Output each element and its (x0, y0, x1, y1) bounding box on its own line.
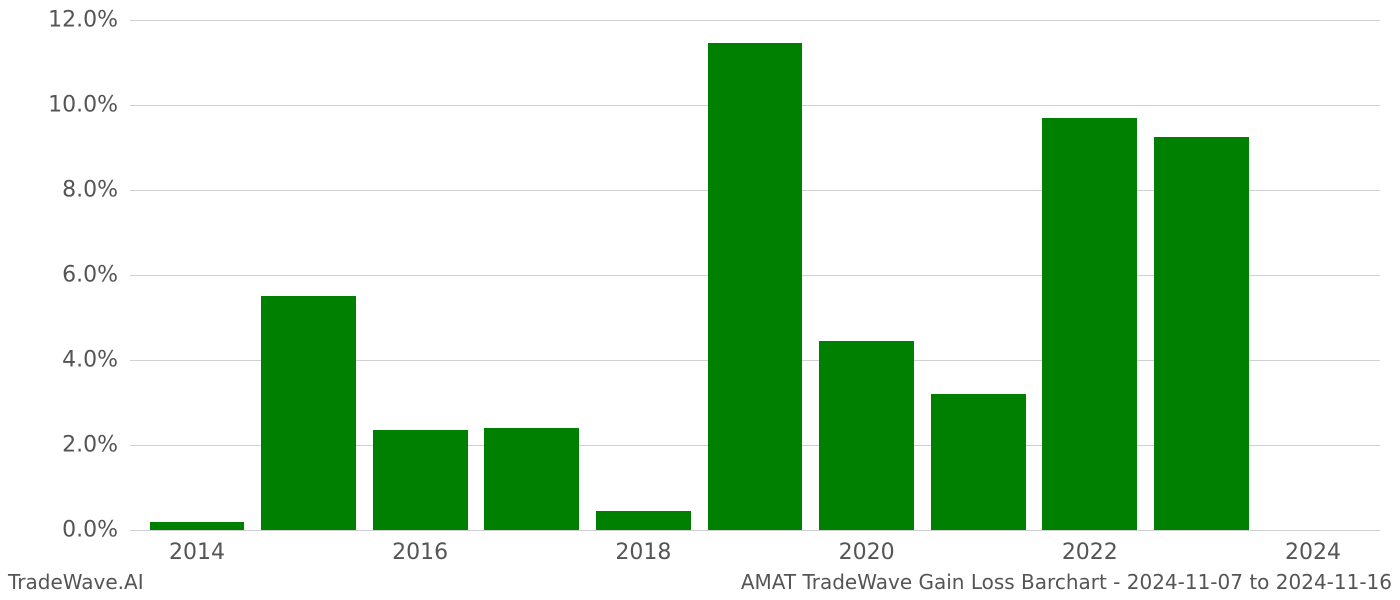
plot-area: 0.0%2.0%4.0%6.0%8.0%10.0%12.0%2014201620… (130, 20, 1380, 530)
bar (708, 43, 803, 530)
bar (1154, 137, 1249, 530)
xtick-label: 2024 (1285, 530, 1341, 565)
footer-right: AMAT TradeWave Gain Loss Barchart - 2024… (741, 570, 1392, 594)
bar (484, 428, 579, 530)
bar (373, 430, 468, 530)
bar (931, 394, 1026, 530)
chart-container: 0.0% 2.0% 4.0% 6.0% 8.0% 10.0% 12.0% 2014 2016 20… (0, 0, 1400, 600)
bar (819, 341, 914, 530)
ytick-label: 10.0% (48, 93, 130, 118)
bar (150, 522, 245, 531)
xtick-label: 2022 (1062, 530, 1118, 565)
xtick-label: 2016 (392, 530, 448, 565)
footer-left: TradeWave.AI (8, 570, 144, 594)
bar (596, 511, 691, 530)
ytick-label: 2.0% (62, 433, 130, 458)
ytick-label: 0.0% (62, 518, 130, 543)
xtick-label: 2014 (169, 530, 225, 565)
gridline (130, 530, 1380, 531)
xtick-label: 2020 (839, 530, 895, 565)
gridline (130, 20, 1380, 21)
ytick-label: 4.0% (62, 348, 130, 373)
xtick-label: 2018 (615, 530, 671, 565)
bar (261, 296, 356, 530)
ytick-label: 12.0% (48, 8, 130, 33)
ytick-label: 6.0% (62, 263, 130, 288)
ytick-label: 8.0% (62, 178, 130, 203)
bar (1042, 118, 1137, 530)
